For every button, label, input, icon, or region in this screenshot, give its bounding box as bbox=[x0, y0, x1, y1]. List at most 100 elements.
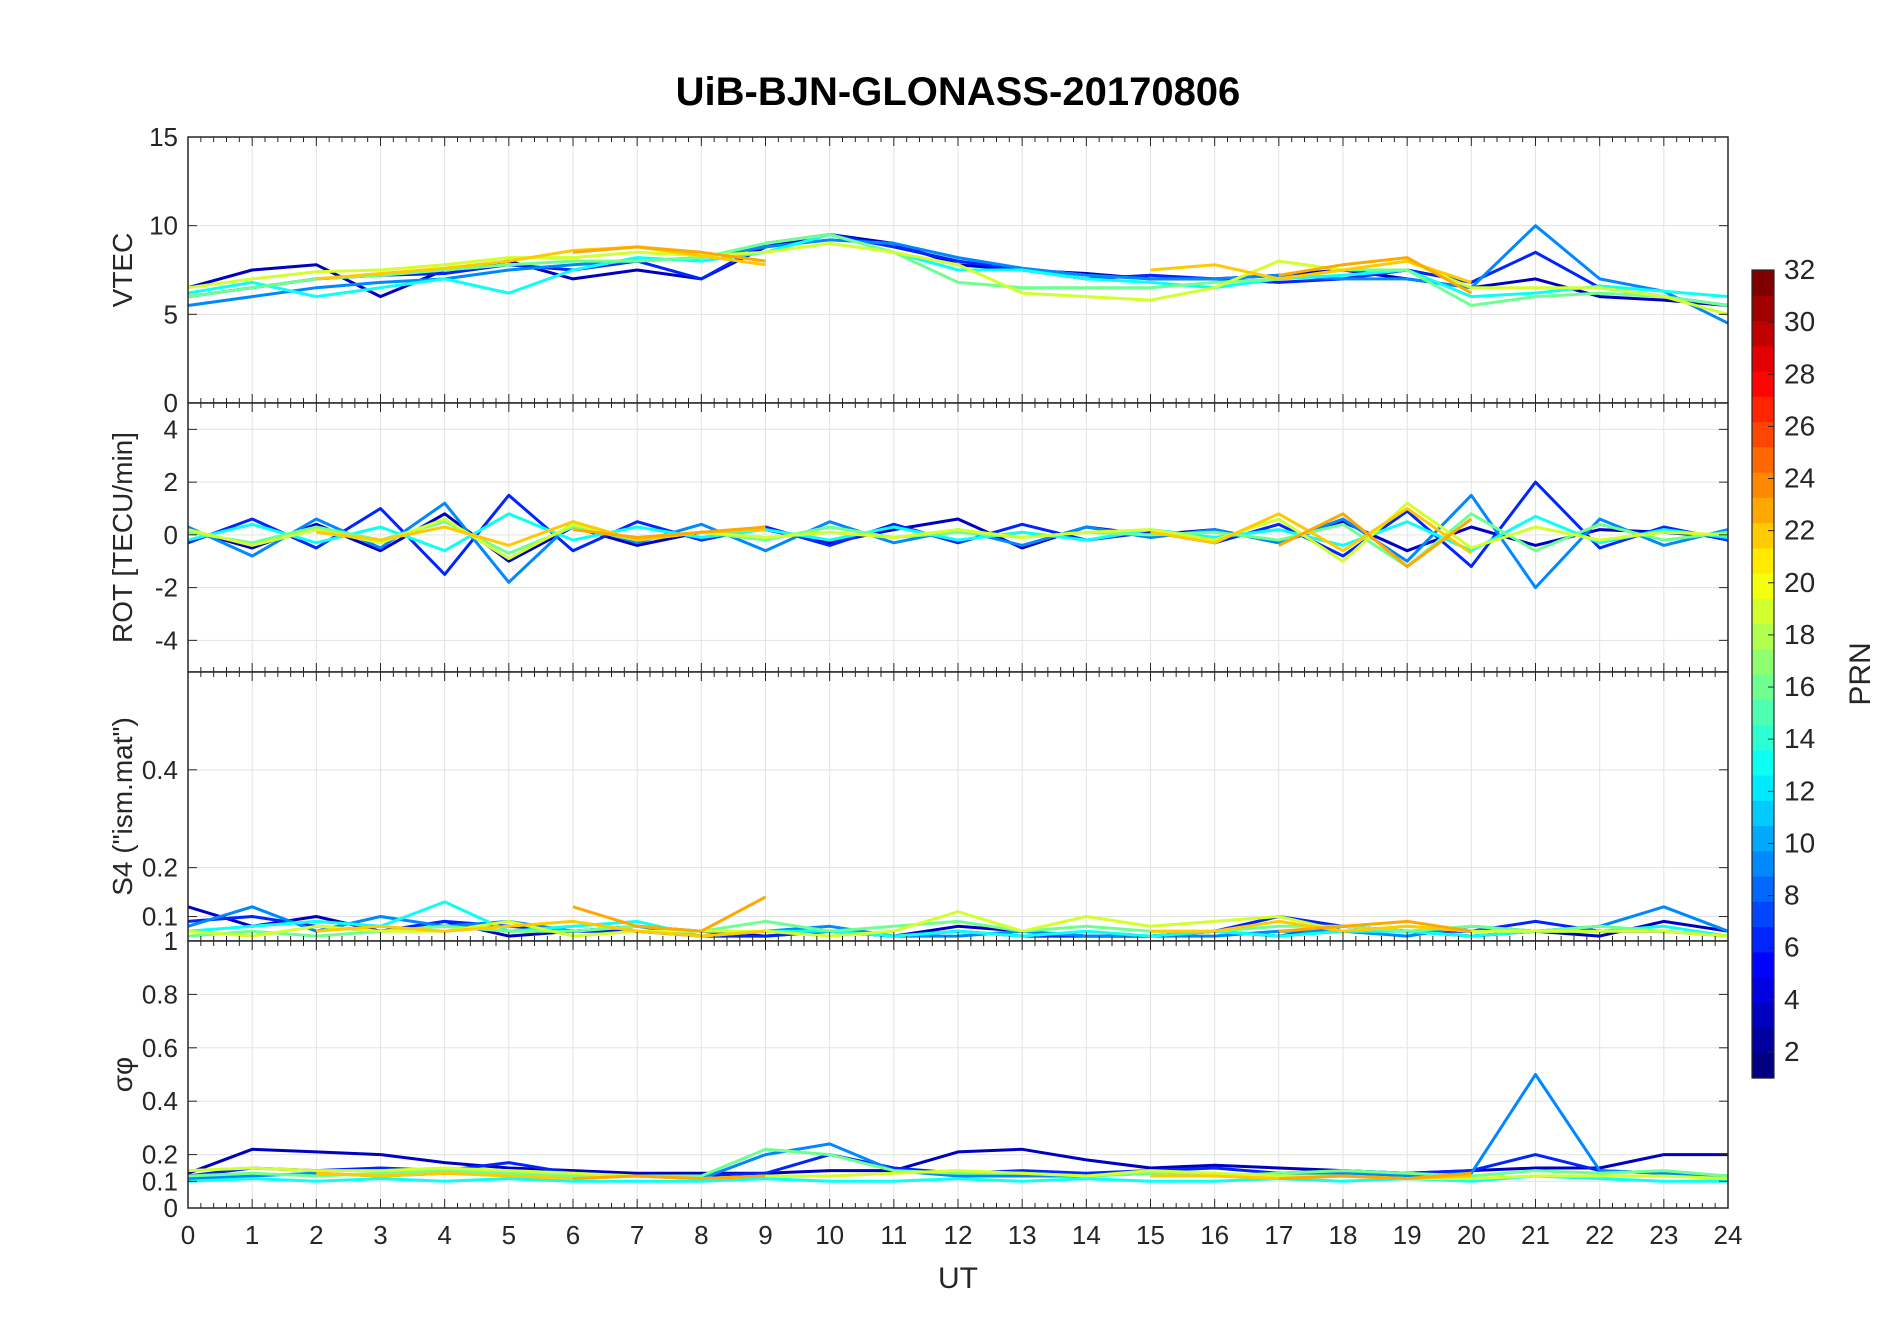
colorbar-segment bbox=[1752, 850, 1774, 877]
series-line-prn-23 bbox=[572, 512, 1473, 568]
colorbar-tick-label: 30 bbox=[1784, 306, 1815, 337]
colorbar-segment bbox=[1752, 396, 1774, 423]
colorbar-segment bbox=[1752, 724, 1774, 751]
colorbar-segment bbox=[1752, 699, 1774, 726]
y-tick-label: 0.2 bbox=[142, 853, 178, 883]
x-tick-label: 15 bbox=[1136, 1220, 1165, 1250]
series-line-prn-13 bbox=[187, 512, 1729, 553]
y-tick-label: 0.8 bbox=[142, 979, 178, 1009]
series-line-prn-16 bbox=[187, 919, 1729, 938]
panel-rot: -4 -2 0 2 4 ROT [TECU/min] bbox=[107, 402, 1729, 673]
x-tick-label: 8 bbox=[694, 1220, 708, 1250]
x-tick-label: 2 bbox=[309, 1220, 323, 1250]
colorbar-segment bbox=[1752, 775, 1774, 801]
series-line-prn-13 bbox=[187, 1174, 1728, 1183]
x-tick-label: 4 bbox=[437, 1220, 451, 1250]
colorbar-tick-label: 2 bbox=[1784, 1036, 1800, 1067]
panel-s4: 0.1 0.2 0.4S4 ("ism.mat") bbox=[107, 671, 1729, 942]
colorbar-segment bbox=[1752, 674, 1774, 700]
colorbar-segment bbox=[1752, 320, 1774, 347]
series-line-prn-23 bbox=[572, 1171, 1472, 1181]
colorbar-segment bbox=[1752, 522, 1774, 549]
y-tick-label: 15 bbox=[149, 122, 178, 152]
colorbar-tick-label: 32 bbox=[1784, 254, 1815, 285]
x-tick-label: 11 bbox=[880, 1220, 907, 1250]
y-tick-label: 0 bbox=[164, 1193, 178, 1223]
colorbar-segment bbox=[1752, 901, 1774, 928]
series-line-prn-6 bbox=[187, 480, 1729, 576]
colorbar-segment bbox=[1752, 421, 1774, 448]
x-tick-label: 12 bbox=[944, 1220, 973, 1250]
y-tick-label: 0 bbox=[164, 520, 178, 550]
colorbar-segment bbox=[1752, 876, 1774, 902]
colorbar-tick-label: 10 bbox=[1784, 827, 1815, 858]
colorbar-tick-label: 20 bbox=[1784, 567, 1815, 598]
x-tick-label: 6 bbox=[566, 1220, 580, 1250]
x-tick-label: 10 bbox=[815, 1220, 844, 1250]
x-tick-label: 1 bbox=[245, 1220, 259, 1250]
colorbar-tick-label: 24 bbox=[1784, 463, 1815, 494]
y-tick-label: 1 bbox=[164, 926, 178, 956]
panel-vtec: 0 5 10 15 VTEC bbox=[107, 122, 1729, 418]
colorbar-tick-label: 14 bbox=[1784, 723, 1815, 754]
x-tick-label: 21 bbox=[1521, 1220, 1550, 1250]
colorbar-segment bbox=[1752, 295, 1774, 322]
x-axis-label: UT bbox=[938, 1262, 978, 1295]
colorbar-segment bbox=[1752, 547, 1774, 574]
x-tick-label: 18 bbox=[1329, 1220, 1358, 1250]
x-tick-label: 13 bbox=[1008, 1220, 1037, 1250]
colorbar-segment bbox=[1752, 1027, 1774, 1054]
y-tick-label: -2 bbox=[155, 573, 178, 603]
x-tick-label: 0 bbox=[181, 1220, 195, 1250]
x-tick-label: 23 bbox=[1649, 1220, 1678, 1250]
colorbar-segment bbox=[1752, 648, 1774, 675]
x-tick-label: 16 bbox=[1200, 1220, 1229, 1250]
colorbar-segment bbox=[1752, 446, 1774, 473]
y-tick-label: 10 bbox=[149, 211, 178, 241]
series-line-prn-16 bbox=[187, 512, 1729, 568]
colorbar-segment bbox=[1752, 1052, 1774, 1079]
y-tick-label: 0.6 bbox=[142, 1033, 178, 1063]
colorbar-segment bbox=[1752, 573, 1774, 599]
y-axis-label: ROT [TECU/min] bbox=[107, 432, 138, 643]
colorbar-tick-label: 16 bbox=[1784, 671, 1815, 702]
y-tick-label: -4 bbox=[155, 625, 178, 655]
colorbar-segment bbox=[1752, 371, 1774, 397]
series-line-prn-19 bbox=[187, 241, 1729, 316]
panel-sigma_phi: 00.10.2 0.4 0.6 0.8 1 σφ bbox=[107, 926, 1729, 1223]
series-line-prn-22 bbox=[316, 919, 1472, 938]
y-tick-label: 2 bbox=[164, 467, 178, 497]
series-line-prn-13 bbox=[187, 233, 1729, 299]
colorbar-tick-label: 18 bbox=[1784, 619, 1815, 650]
x-tick-label: 22 bbox=[1585, 1220, 1614, 1250]
colorbar-segment bbox=[1752, 598, 1774, 625]
series-line-prn-23 bbox=[572, 245, 1473, 295]
x-tick-label: 5 bbox=[502, 1220, 516, 1250]
colorbar-segment bbox=[1752, 472, 1774, 498]
x-tick-label: 9 bbox=[758, 1220, 772, 1250]
x-tick-label: 17 bbox=[1264, 1220, 1293, 1250]
colorbar-segment bbox=[1752, 623, 1774, 650]
colorbar-segment bbox=[1752, 270, 1774, 296]
series-line-prn-23 bbox=[572, 895, 1472, 933]
x-tick-label: 19 bbox=[1393, 1220, 1422, 1250]
colorbar-segment bbox=[1752, 926, 1774, 953]
series-line-prn-3 bbox=[187, 512, 1729, 563]
y-tick-label: 4 bbox=[164, 414, 178, 444]
x-tick-label: 24 bbox=[1714, 1220, 1743, 1250]
chart-title: UiB-BJN-GLONASS-20170806 bbox=[675, 70, 1241, 114]
series-line-prn-19 bbox=[187, 1166, 1729, 1181]
y-tick-label: 0.1 bbox=[142, 1166, 178, 1196]
colorbar-tick-label: 4 bbox=[1784, 984, 1800, 1015]
colorbar-segment bbox=[1752, 749, 1774, 776]
colorbar-label: PRN bbox=[1844, 642, 1877, 705]
colorbar-segment bbox=[1752, 800, 1774, 827]
colorbar-segment bbox=[1752, 977, 1774, 1003]
series-line-prn-19 bbox=[187, 501, 1729, 563]
y-tick-label: 0.2 bbox=[142, 1140, 178, 1170]
x-tick-label: 14 bbox=[1072, 1220, 1101, 1250]
y-axis-label: VTEC bbox=[107, 233, 138, 308]
colorbar-tick-label: 26 bbox=[1784, 410, 1815, 441]
series-line-prn-16 bbox=[187, 233, 1729, 307]
